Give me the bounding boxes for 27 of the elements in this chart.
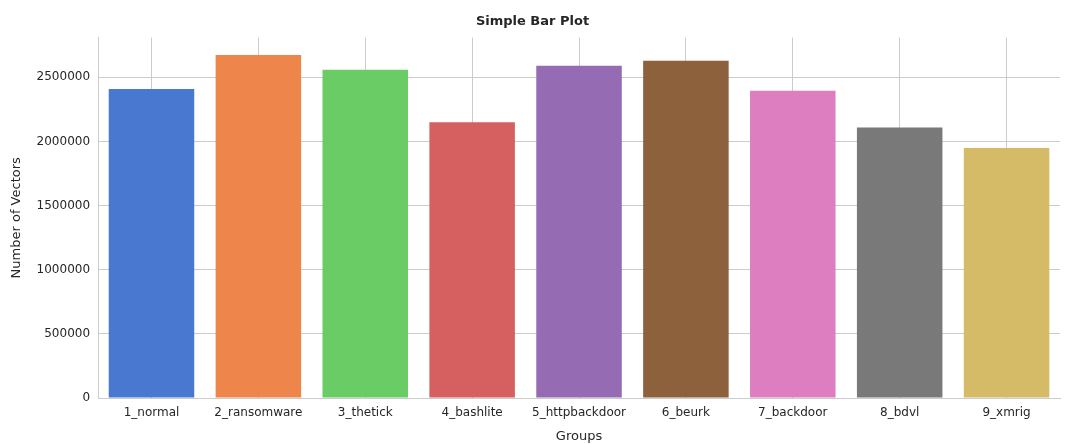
bar [322,69,409,398]
x-tick-label: 4_bashlite [441,405,503,420]
x-tick-label: 6_beurk [661,405,711,420]
bar [536,65,622,398]
bar [963,147,1050,398]
y-tick-label: 2000000 [36,133,91,148]
bar [643,60,729,398]
y-tick-label: 0 [82,390,91,405]
x-tick-label: 1_normal [123,405,180,420]
x-tick-label: 9_xmrig [982,405,1031,420]
x-tick-label: 3_thetick [337,405,393,420]
bar [108,88,195,398]
x-tick-label: 8_bdvl [880,405,920,420]
y-axis-title: Number of Vectors [8,156,24,279]
x-tick-label: 5_httpbackdoor [532,405,627,420]
x-axis-title: Groups [555,427,603,443]
x-tick-label: 2_ransomware [214,405,303,420]
y-tick-label: 1000000 [36,261,91,276]
y-tick-label: 2500000 [36,69,91,84]
x-tick-label: 7_backdoor [758,405,828,420]
y-tick-label: 500000 [44,326,91,340]
bar [856,127,943,398]
chart-title: Simple Bar Plot [475,13,590,29]
bar [215,54,302,398]
y-tick-label: 1500000 [36,197,91,212]
bar [750,90,836,398]
bar [429,122,515,398]
